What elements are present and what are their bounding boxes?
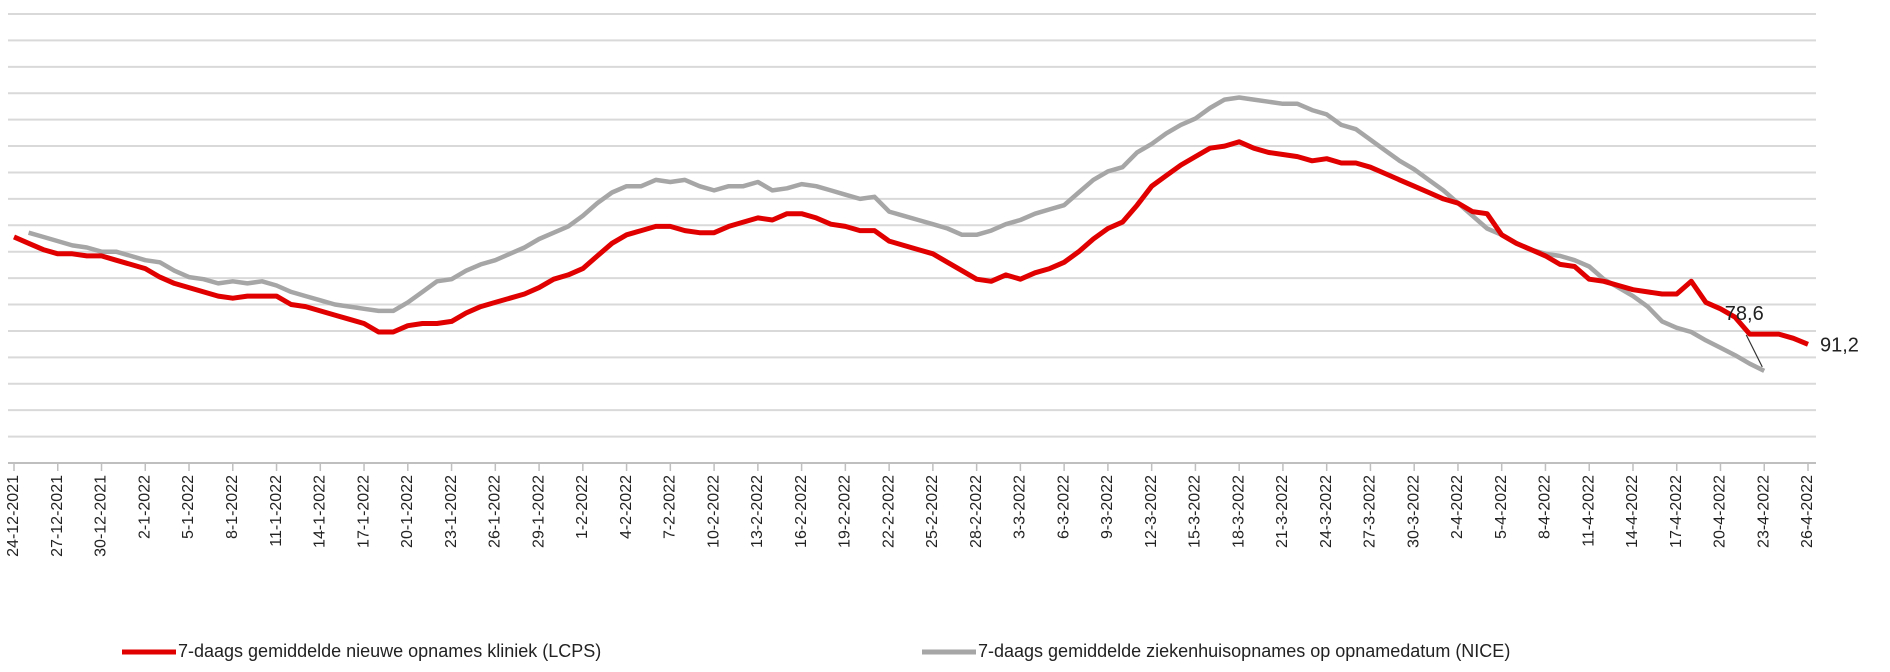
x-tick-label: 26-1-2022 xyxy=(487,475,504,548)
x-tick-label: 20-1-2022 xyxy=(399,475,416,548)
x-tick-label: 15-3-2022 xyxy=(1187,475,1204,548)
data-label: 91,2 xyxy=(1820,335,1859,357)
x-tick-label: 20-4-2022 xyxy=(1712,475,1729,548)
data-label: 78,6 xyxy=(1725,303,1764,325)
x-tick-label: 11-1-2022 xyxy=(268,475,285,547)
x-tick-label: 2-4-2022 xyxy=(1449,475,1466,539)
x-tick-label: 24-12-2021 xyxy=(5,475,22,557)
x-tick-label: 16-2-2022 xyxy=(793,475,810,548)
x-tick-label: 6-3-2022 xyxy=(1055,475,1072,539)
x-tick-label: 14-4-2022 xyxy=(1624,475,1641,548)
x-tick-label: 8-1-2022 xyxy=(224,475,241,539)
leader-line xyxy=(1745,334,1763,368)
x-tick-label: 30-3-2022 xyxy=(1405,475,1422,548)
x-tick-label: 10-2-2022 xyxy=(705,475,722,548)
series-line xyxy=(27,95,1766,373)
x-tick-label: 2-1-2022 xyxy=(136,475,153,539)
x-tick-label: 29-1-2022 xyxy=(530,475,547,548)
x-tick-label: 27-3-2022 xyxy=(1362,475,1379,548)
x-tick-label: 3-3-2022 xyxy=(1012,475,1029,539)
x-tick-label: 25-2-2022 xyxy=(924,475,941,548)
x-tick-label: 1-2-2022 xyxy=(574,475,591,539)
x-tick-label: 27-12-2021 xyxy=(49,475,66,557)
x-tick-label: 18-3-2022 xyxy=(1230,475,1247,548)
series-line xyxy=(12,139,1809,347)
x-tick-label: 19-2-2022 xyxy=(837,475,854,548)
x-tick-label: 21-3-2022 xyxy=(1274,475,1291,548)
x-tick-label: 13-2-2022 xyxy=(749,475,766,548)
x-tick-label: 11-4-2022 xyxy=(1580,475,1597,547)
x-tick-label: 5-4-2022 xyxy=(1493,475,1510,539)
x-tick-label: 4-2-2022 xyxy=(618,475,635,539)
x-tick-label: 14-1-2022 xyxy=(312,475,329,548)
x-tick-label: 17-1-2022 xyxy=(355,475,372,548)
legend-label: 7-daags gemiddelde ziekenhuisopnames op … xyxy=(978,641,1510,661)
x-tick-label: 30-12-2021 xyxy=(93,475,110,557)
x-tick-label: 8-4-2022 xyxy=(1537,475,1554,539)
x-tick-label: 9-3-2022 xyxy=(1099,475,1116,539)
x-tick-label: 23-1-2022 xyxy=(443,475,460,548)
x-tick-label: 5-1-2022 xyxy=(180,475,197,539)
x-tick-label: 17-4-2022 xyxy=(1668,475,1685,548)
x-tick-label: 23-4-2022 xyxy=(1755,475,1772,548)
x-tick-label: 28-2-2022 xyxy=(968,475,985,548)
x-tick-label: 12-3-2022 xyxy=(1143,475,1160,548)
x-tick-label: 7-2-2022 xyxy=(662,475,679,539)
x-tick-label: 24-3-2022 xyxy=(1318,475,1335,548)
x-tick-label: 26-4-2022 xyxy=(1799,475,1816,548)
legend-label: 7-daags gemiddelde nieuwe opnames klinie… xyxy=(178,641,601,661)
x-tick-label: 22-2-2022 xyxy=(880,475,897,548)
